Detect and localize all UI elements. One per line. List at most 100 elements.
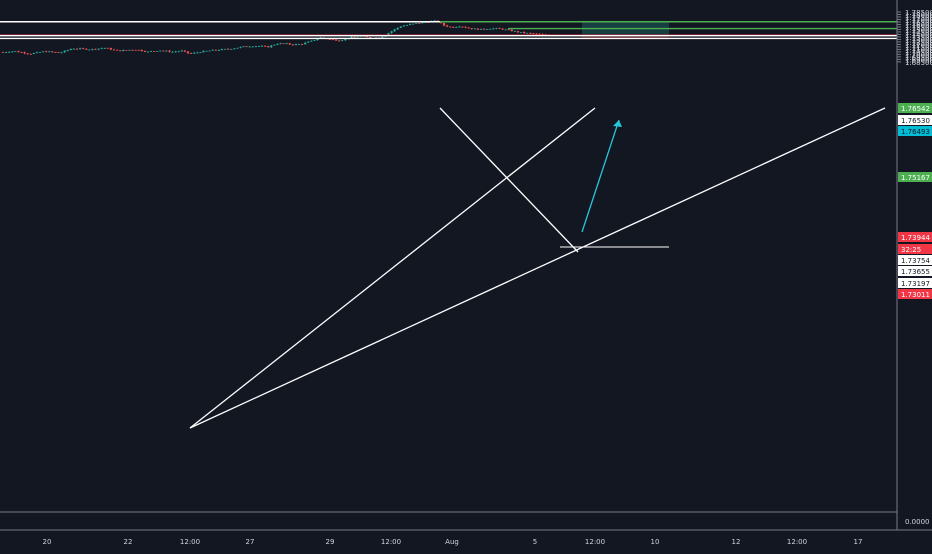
x-tick-label: Aug [445, 538, 459, 546]
candle-body [48, 51, 51, 53]
candle-body [116, 49, 119, 51]
candle-body [72, 48, 75, 50]
candle-body [341, 40, 344, 41]
candle-body [387, 33, 390, 36]
candle-body [260, 45, 264, 47]
candle-body [396, 27, 399, 30]
candle-body [523, 32, 526, 33]
candle-body [446, 25, 449, 27]
x-tick-label: 12:00 [381, 538, 401, 546]
candle-body [313, 40, 316, 41]
candle-body [328, 39, 331, 40]
candle-body [199, 52, 202, 54]
price-badge-label: 1.76530 [901, 117, 930, 125]
candle-body [103, 47, 106, 49]
stop-zone [582, 36, 669, 40]
candle-body [131, 49, 134, 51]
candle-body [458, 26, 461, 28]
price-badge [898, 266, 932, 276]
candle-body [307, 41, 310, 43]
candle-body [267, 46, 270, 48]
candle-body [489, 28, 492, 30]
candle-body [149, 51, 153, 52]
candle-body [159, 50, 162, 52]
price-badge-label: 1.73655 [901, 268, 930, 276]
y-tick-label: 1.70000 [905, 51, 932, 59]
candle-body [69, 48, 72, 50]
price-badge [898, 232, 932, 242]
candle-body [29, 53, 32, 55]
candle-body [91, 48, 94, 50]
y-tick-label: 1.77500 [905, 14, 932, 22]
candle-body [273, 44, 276, 46]
candle-body [368, 37, 372, 39]
y-tick-label: 1.69500 [905, 54, 932, 62]
candle-body [32, 53, 35, 54]
price-badge [898, 126, 932, 136]
candle-body [125, 50, 128, 51]
candle-body [316, 38, 319, 41]
x-tick-label: 5 [533, 538, 537, 546]
candle-body [183, 50, 186, 52]
y-tick-label: 1.70500 [905, 49, 932, 57]
candle-body [137, 49, 140, 51]
candle-body [180, 50, 183, 52]
candle-body [248, 46, 251, 48]
price-badge-label: 1.76493 [901, 128, 930, 136]
candle-body [100, 48, 103, 50]
y-tick-label: 1.78500 [905, 9, 932, 17]
candle-body [79, 48, 82, 50]
candle-body [350, 36, 353, 39]
candle-body [381, 36, 384, 38]
x-tick-label: 12:00 [585, 538, 605, 546]
price-badge [898, 115, 932, 125]
candle-body [171, 51, 174, 53]
y-tick-label: 1.73500 [905, 34, 932, 42]
candle-body [205, 50, 208, 52]
candle-body [1, 52, 5, 53]
candle-body [57, 52, 60, 53]
y-tick-label: 1.76500 [905, 19, 932, 27]
candle-body [254, 46, 257, 47]
candle-body [112, 49, 116, 51]
candle-body [483, 28, 486, 30]
candle-body [399, 26, 402, 28]
candle-body [504, 29, 507, 31]
trend-line [439, 107, 579, 253]
candle-body [335, 39, 338, 41]
drawing-lines [0, 21, 897, 429]
candle-body [520, 32, 523, 33]
candle-body [301, 44, 304, 45]
candle-body [412, 23, 415, 25]
candle-body [14, 51, 17, 52]
candle-body [535, 33, 538, 35]
candle-body [455, 27, 458, 28]
candle-body [532, 33, 535, 34]
candle-body [251, 46, 254, 48]
candle-body [257, 46, 261, 47]
candle-body [196, 52, 199, 54]
projection-arrow-head [613, 120, 622, 127]
candle-body [106, 47, 109, 49]
candle-body [177, 51, 180, 53]
price-badge-label: 1.75167 [901, 174, 930, 182]
candle-body [495, 28, 498, 29]
y-tick-label: 1.75000 [905, 26, 932, 34]
candle-body [51, 51, 54, 53]
x-tick-label: 29 [326, 538, 335, 546]
candle-body [473, 28, 476, 30]
candle-body [245, 46, 248, 48]
price-badge-label: 1.73944 [901, 234, 930, 242]
candle-body [356, 36, 359, 38]
price-badge-label: 1.73754 [901, 257, 930, 265]
candle-body [217, 50, 220, 51]
price-badge [898, 103, 932, 113]
candle-body [233, 48, 236, 50]
candle-body [415, 23, 418, 24]
candle-body [82, 48, 85, 50]
y-tick-label: 1.68500 [905, 59, 932, 67]
candle-body [85, 48, 88, 50]
candle-body [338, 40, 341, 42]
